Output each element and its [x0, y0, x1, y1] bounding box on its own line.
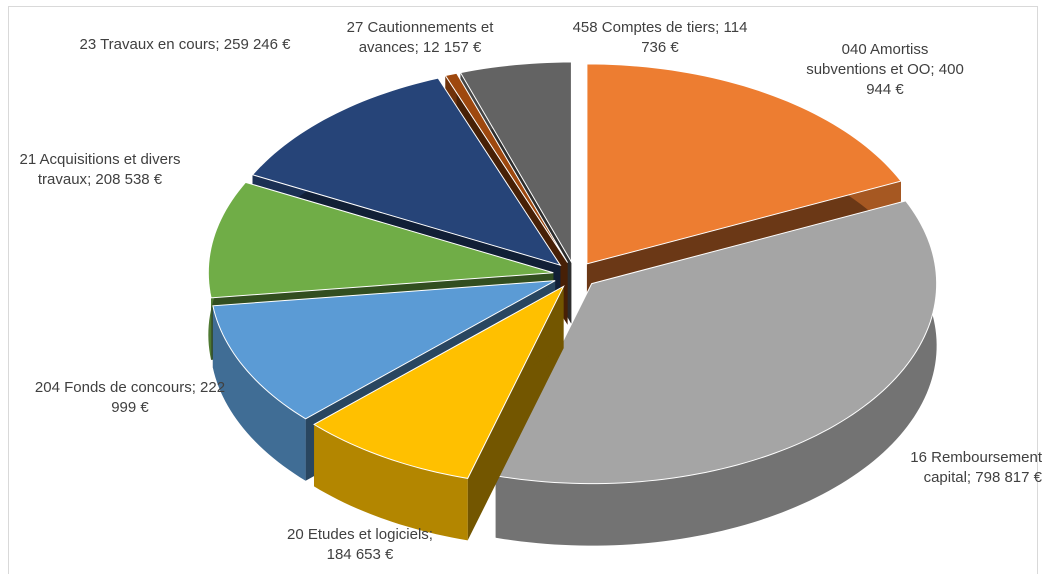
- label-category: 21 Acquisitions et divers travaux: [19, 151, 181, 188]
- label-value: 259 246 €: [223, 36, 291, 53]
- slice: [586, 63, 902, 265]
- slice-side: [495, 200, 937, 546]
- data-label: 27 Cautionnements et avances; 12 157 €: [320, 18, 520, 58]
- label-separator: ;: [930, 61, 935, 78]
- data-label: 23 Travaux en cours; 259 246 €: [75, 35, 295, 55]
- data-label: 21 Acquisitions et divers travaux; 208 5…: [10, 150, 190, 190]
- label-separator: ;: [715, 19, 720, 36]
- slice: [207, 181, 554, 299]
- label-category: 16 Remboursement capital: [910, 449, 1042, 486]
- label-category: 458 Comptes de tiers: [572, 19, 716, 36]
- data-label: 204 Fonds de concours; 222 999 €: [30, 378, 230, 418]
- label-category: 20 Etudes et logiciels: [287, 526, 429, 543]
- label-value: 208 538 €: [95, 171, 163, 188]
- label-separator: ;: [191, 379, 196, 396]
- slice: [251, 77, 562, 267]
- slice: [459, 61, 572, 264]
- data-label: 040 Amortiss subventions et OO; 400 944 …: [800, 40, 970, 100]
- slice-side: [212, 305, 306, 481]
- slice: [313, 285, 565, 479]
- label-value: 12 157 €: [422, 39, 482, 56]
- data-label: 20 Etudes et logiciels; 184 653 €: [275, 525, 445, 565]
- label-value: 798 817 €: [975, 469, 1042, 486]
- slice: [494, 200, 938, 485]
- slice: [444, 72, 568, 263]
- label-category: 23 Travaux en cours: [79, 36, 216, 53]
- data-label: 16 Remboursement capital; 798 817 €: [862, 448, 1042, 488]
- label-separator: ;: [428, 526, 433, 543]
- label-separator: ;: [966, 469, 972, 486]
- label-separator: ;: [215, 36, 220, 53]
- slice-side: [314, 424, 468, 541]
- label-category: 204 Fonds de concours: [34, 379, 192, 396]
- slice: [212, 280, 556, 420]
- label-separator: ;: [87, 171, 92, 188]
- label-value: 184 653 €: [326, 546, 394, 563]
- label-value: 114 736 €: [641, 19, 748, 56]
- label-separator: ;: [414, 39, 419, 56]
- chart-frame: [8, 6, 1038, 574]
- label-value: 400 944 €: [866, 61, 964, 98]
- label-category: 27 Cautionnements et avances: [346, 19, 494, 56]
- data-label: 458 Comptes de tiers; 114 736 €: [570, 18, 750, 58]
- label-category: 040 Amortiss subventions et OO: [806, 41, 931, 78]
- label-value: 222 999 €: [111, 379, 226, 416]
